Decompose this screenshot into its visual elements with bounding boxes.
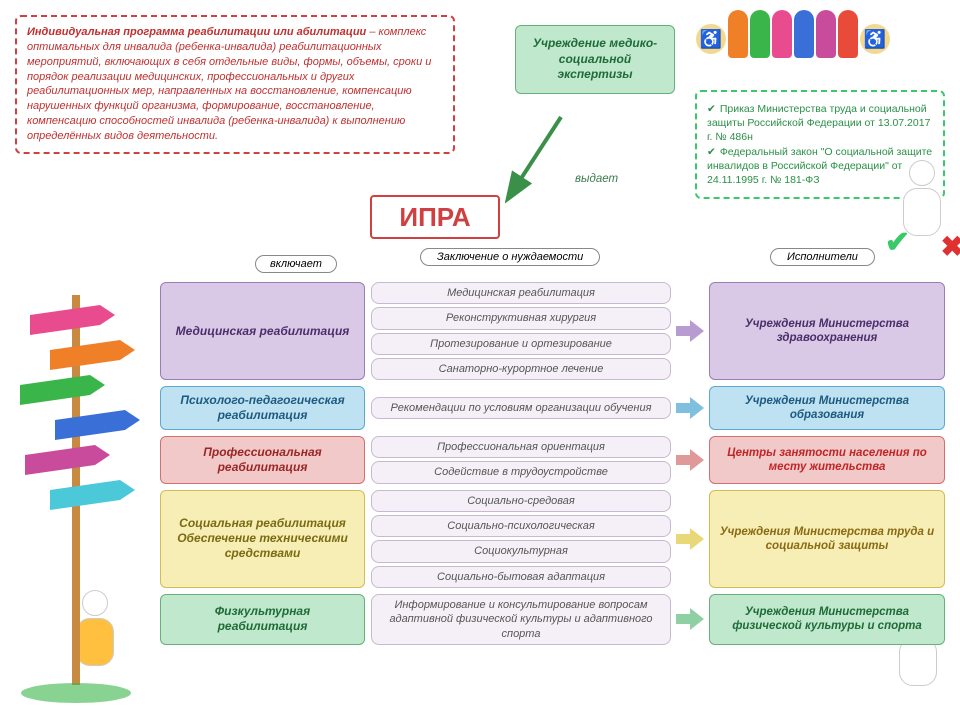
definition-text: – комплекс оптимальных для инвалида (реб… xyxy=(27,26,431,142)
rows-area: Медицинская реабилитацияМедицинская реаб… xyxy=(160,282,945,651)
arrow-to-ipra xyxy=(505,115,585,215)
sub-item: Протезирование и ортезирование xyxy=(371,333,671,355)
arrow-right xyxy=(671,436,709,484)
ipra-box: ИПРА xyxy=(370,195,500,239)
sub-item: Рекомендации по условиям организации обу… xyxy=(371,397,671,419)
category-box: Медицинская реабилитация xyxy=(160,282,365,380)
row: Социальная реабилитация Обеспечение техн… xyxy=(160,490,945,588)
sub-item: Санаторно-курортное лечение xyxy=(371,358,671,380)
definition-title: Индивидуальная программа реабилитации ил… xyxy=(27,26,366,38)
sub-items: Социально-средовая Социально-психологичес… xyxy=(371,490,671,588)
executor-box: Центры занятости населения по месту жите… xyxy=(709,436,945,484)
category-box: Физкультурная реабилитация xyxy=(160,594,365,645)
definition-box: Индивидуальная программа реабилитации ил… xyxy=(15,15,455,154)
sub-item: Содействие в трудоустройстве xyxy=(371,461,671,483)
sub-item: Социально-психологическая xyxy=(371,515,671,537)
sub-item: Профессиональная ориентация xyxy=(371,436,671,458)
col3-header: Исполнители xyxy=(770,248,875,266)
arrow-right xyxy=(671,282,709,380)
executor-box: Учреждения Министерства физической культ… xyxy=(709,594,945,645)
org-box: Учреждение медико-социальной экспертизы xyxy=(515,25,675,94)
executor-box: Учреждения Министерства образования xyxy=(709,386,945,430)
sub-item: Реконструктивная хирургия xyxy=(371,307,671,329)
sub-item: Социально-бытовая адаптация xyxy=(371,566,671,588)
sub-item: Информирование и консультирование вопрос… xyxy=(371,594,671,645)
col2-header: Заключение о нуждаемости xyxy=(420,248,600,266)
law-item-1: Приказ Министерства труда и социальной з… xyxy=(707,103,930,143)
row: Психолого-педагогическая реабилитация Рек… xyxy=(160,386,945,430)
category-box: Профессиональная реабилитация xyxy=(160,436,365,484)
arrow-right xyxy=(671,594,709,645)
category-box: Психолого-педагогическая реабилитация xyxy=(160,386,365,430)
executor-box: Учреждения Министерства труда и социальн… xyxy=(709,490,945,588)
row: Профессиональная реабилитацияПрофессиона… xyxy=(160,436,945,484)
executor-box: Учреждения Министерства здравоохранения xyxy=(709,282,945,380)
sub-item: Социально-средовая xyxy=(371,490,671,512)
sub-item: Социокультурная xyxy=(371,540,671,562)
signpost-illustration xyxy=(0,275,155,705)
includes-label: включает xyxy=(255,255,337,273)
arrow-right xyxy=(671,386,709,430)
row: Физкультурная реабилитацияИнформирование… xyxy=(160,594,945,645)
sub-item: Медицинская реабилитация xyxy=(371,282,671,304)
sub-items: Профессиональная ориентация Содействие в … xyxy=(371,436,671,484)
category-box: Социальная реабилитация Обеспечение техн… xyxy=(160,490,365,588)
arrow-right xyxy=(671,490,709,588)
sub-items: Рекомендации по условиям организации обу… xyxy=(371,386,671,430)
checkmark-green-icon: ✔ xyxy=(885,225,910,260)
x-red-icon: ✖ xyxy=(941,230,960,263)
sub-items: Медицинская реабилитация Реконструктивная… xyxy=(371,282,671,380)
row: Медицинская реабилитацияМедицинская реаб… xyxy=(160,282,945,380)
sub-items: Информирование и консультирование вопрос… xyxy=(371,594,671,645)
